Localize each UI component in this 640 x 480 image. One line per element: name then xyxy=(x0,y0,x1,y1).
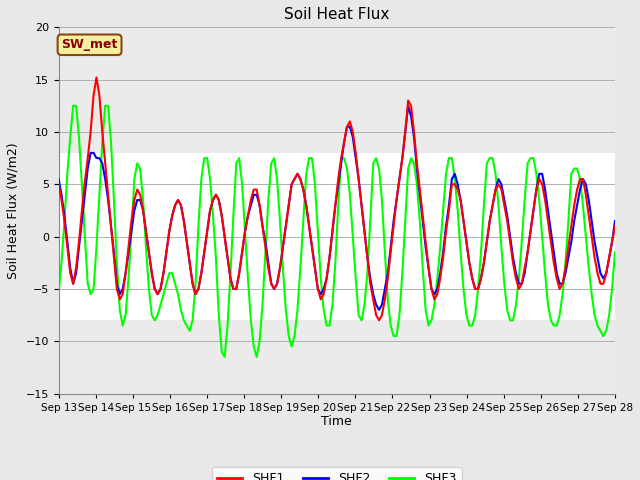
SHF3 xyxy=(378,197,386,203)
Line: SHF2: SHF2 xyxy=(59,106,615,310)
SHF2 xyxy=(410,134,418,140)
SHF1 xyxy=(125,244,132,250)
Title: Soil Heat Flux: Soil Heat Flux xyxy=(284,7,390,22)
SHF2 xyxy=(611,218,619,224)
Line: SHF3: SHF3 xyxy=(59,106,615,357)
Bar xyxy=(59,27,615,153)
SHF1 xyxy=(611,223,619,229)
SHF2 xyxy=(375,307,383,313)
Line: SHF1: SHF1 xyxy=(59,77,615,320)
SHF1 xyxy=(378,312,386,318)
SHF3 xyxy=(291,333,298,339)
SHF2 xyxy=(122,270,129,276)
SHF1 xyxy=(93,74,100,80)
SHF1 xyxy=(288,181,296,187)
SHF3 xyxy=(55,291,63,297)
SHF3 xyxy=(69,103,77,108)
SHF3 xyxy=(340,155,348,161)
X-axis label: Time: Time xyxy=(321,415,352,429)
SHF3 xyxy=(285,333,292,339)
SHF3 xyxy=(410,160,418,166)
SHF2 xyxy=(372,302,380,308)
SHF3 xyxy=(611,250,619,255)
Text: SW_met: SW_met xyxy=(61,38,118,51)
Legend: SHF1, SHF2, SHF3: SHF1, SHF2, SHF3 xyxy=(212,467,461,480)
Y-axis label: Soil Heat Flux (W/m2): Soil Heat Flux (W/m2) xyxy=(7,142,20,279)
SHF3 xyxy=(221,354,228,360)
SHF2 xyxy=(404,103,412,108)
SHF1 xyxy=(410,129,418,135)
SHF1 xyxy=(375,317,383,323)
SHF3 xyxy=(125,276,132,281)
SHF2 xyxy=(279,244,287,250)
SHF1 xyxy=(282,223,290,229)
SHF1 xyxy=(55,181,63,187)
Bar xyxy=(59,320,615,394)
SHF2 xyxy=(335,181,342,187)
SHF2 xyxy=(285,203,292,208)
SHF1 xyxy=(337,155,345,161)
SHF2 xyxy=(55,176,63,182)
